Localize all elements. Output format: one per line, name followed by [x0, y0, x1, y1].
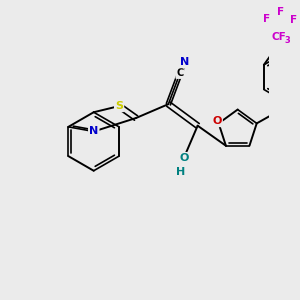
Text: N: N: [179, 57, 189, 67]
Text: S: S: [115, 101, 123, 111]
Text: C: C: [176, 68, 184, 78]
Text: CF: CF: [272, 32, 286, 42]
Text: 3: 3: [284, 37, 290, 46]
Text: N: N: [89, 127, 98, 136]
Text: O: O: [179, 153, 188, 163]
Text: H: H: [176, 167, 185, 177]
Text: O: O: [212, 116, 222, 126]
Text: F: F: [277, 8, 284, 17]
Text: F: F: [290, 15, 297, 25]
Text: F: F: [263, 14, 271, 24]
